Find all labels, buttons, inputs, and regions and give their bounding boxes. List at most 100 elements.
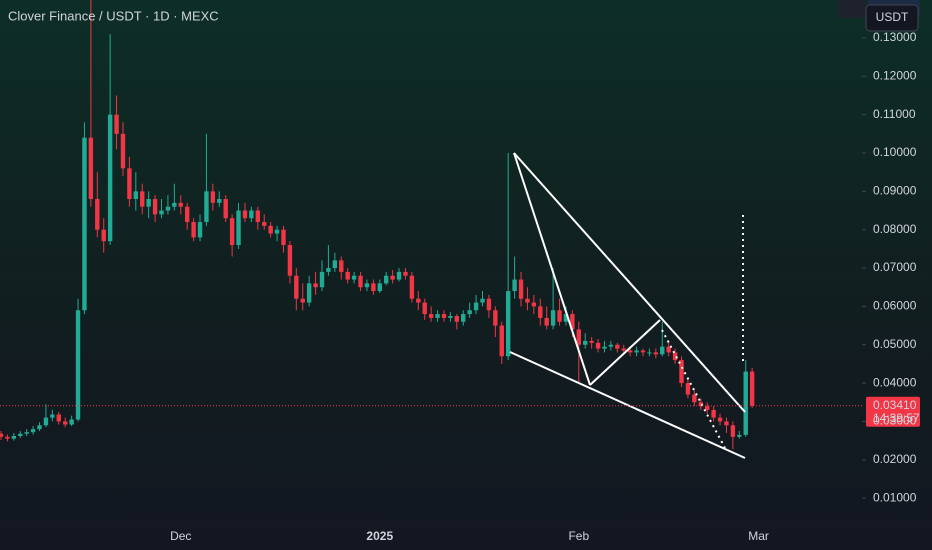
candle-body	[705, 406, 710, 410]
candle-body	[660, 346, 665, 355]
candle-body	[50, 414, 55, 418]
candle-body	[685, 383, 691, 395]
candle-body	[287, 245, 293, 276]
candle-body	[0, 433, 4, 437]
candle-body	[602, 346, 607, 349]
candle-body	[217, 199, 222, 203]
candle-body	[101, 229, 106, 242]
candle-body	[172, 202, 177, 207]
y-tick-label: 0.02000	[873, 452, 917, 466]
candle-body	[589, 340, 594, 343]
candle-body	[236, 210, 241, 246]
candle-body	[505, 291, 511, 357]
candle-body	[377, 283, 382, 292]
trend-line	[509, 351, 746, 459]
candle-body	[140, 191, 145, 207]
pattern-drawing	[509, 152, 746, 459]
candle-body	[692, 394, 697, 403]
candle-body	[24, 432, 29, 434]
candle-body	[345, 271, 350, 280]
candle-body	[339, 260, 344, 272]
candle-body	[114, 114, 119, 134]
y-tick-label: 0.08000	[873, 222, 917, 236]
candle-body	[550, 310, 556, 326]
candle-body	[730, 425, 736, 437]
candle-body	[441, 314, 447, 318]
candle-body	[294, 275, 299, 299]
candle-body	[306, 283, 312, 303]
candle-body	[627, 350, 633, 353]
candle-body	[499, 325, 504, 357]
trend-line	[589, 319, 661, 386]
candle-body	[583, 340, 588, 345]
y-tick-label: 0.09000	[873, 184, 917, 198]
trend-line	[513, 152, 746, 413]
dotted-line	[661, 329, 726, 449]
candle-body	[525, 298, 530, 303]
x-tick-label: Dec	[170, 529, 191, 543]
candle-body	[538, 306, 543, 318]
candle-body	[467, 310, 472, 315]
candle-body	[242, 210, 248, 219]
candle-body	[262, 222, 267, 226]
candle-body	[249, 210, 254, 219]
candle-body	[717, 417, 723, 422]
candle-body	[159, 210, 164, 215]
currency-button[interactable]	[865, 4, 919, 32]
candle-body	[647, 352, 652, 354]
candle-body	[133, 191, 139, 200]
candle-body	[197, 222, 203, 238]
candle-body	[69, 419, 74, 425]
candle-body	[313, 283, 318, 288]
candle-body	[43, 417, 49, 426]
candle-body	[191, 222, 196, 238]
candle-body	[711, 409, 716, 418]
candle-body	[364, 283, 370, 288]
candle-body	[351, 275, 357, 280]
currency-label[interactable]: USDT	[876, 10, 909, 24]
candle-body	[544, 317, 549, 326]
candle-body	[518, 279, 524, 299]
candle-body	[127, 168, 132, 200]
candle-body	[319, 271, 325, 288]
candle-body	[615, 344, 620, 349]
y-tick-label: 0.07000	[873, 260, 917, 274]
candle-body	[358, 275, 363, 288]
y-tick-label: 0.11000	[873, 107, 916, 121]
candle-body	[371, 283, 376, 292]
candle-body	[165, 206, 171, 211]
candle-body	[210, 191, 216, 203]
candle-body	[11, 436, 17, 439]
candle-body	[229, 218, 235, 246]
candle-body	[531, 302, 537, 307]
candle-body	[666, 346, 671, 353]
x-tick-label: Mar	[748, 529, 769, 543]
candle-body	[409, 275, 415, 299]
candle-body	[743, 371, 748, 435]
x-tick-label: Feb	[568, 529, 589, 543]
candle-body	[274, 229, 280, 234]
y-tick-label: 0.04000	[873, 375, 917, 389]
x-tick-label: 2025	[366, 529, 393, 543]
candle-body	[152, 199, 158, 215]
candle-body	[416, 298, 421, 303]
candle-body	[724, 421, 729, 426]
candle-body	[698, 402, 703, 407]
countdown-label: 14:39:57	[873, 411, 920, 425]
candle-body	[486, 298, 492, 311]
candle-body	[461, 314, 466, 322]
low-name-box	[838, 0, 867, 18]
chart-title: Clover Finance / USDT · 1D · MEXC	[8, 8, 219, 23]
price-tag-label: 0.03410	[873, 398, 917, 412]
candle-body	[63, 421, 68, 425]
candle-body	[384, 275, 389, 284]
candle-body	[255, 210, 260, 223]
y-tick-label: 0.05000	[873, 337, 917, 351]
candle-body	[454, 315, 460, 322]
candle-body	[146, 199, 151, 207]
candle-body	[512, 279, 517, 292]
candle-body	[95, 199, 100, 230]
candle-body	[82, 137, 87, 311]
